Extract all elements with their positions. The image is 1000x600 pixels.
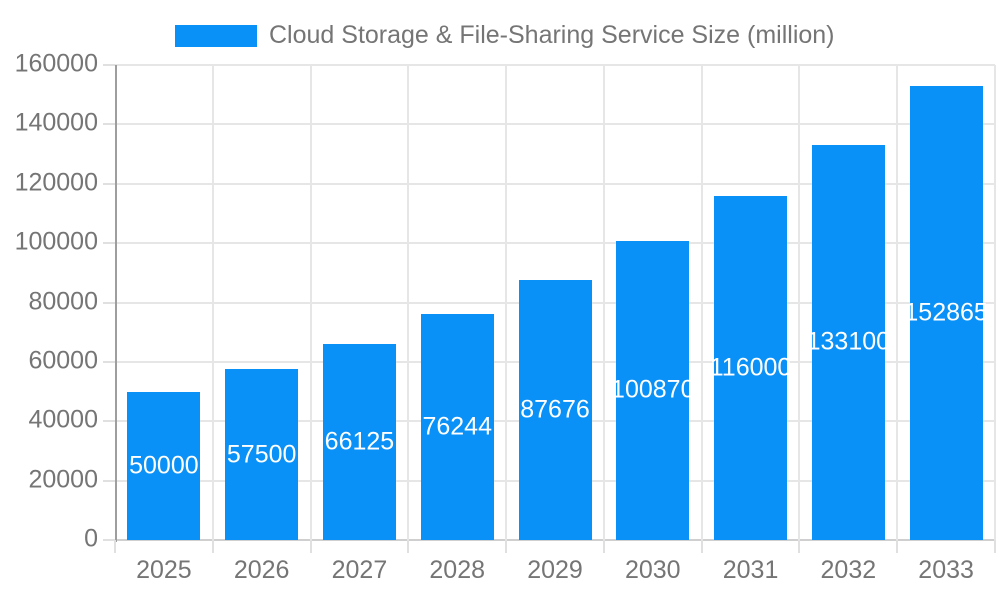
gridline-x	[798, 65, 801, 540]
y-axis-label: 80000	[28, 286, 98, 315]
y-tick	[103, 301, 115, 304]
x-axis-label: 2029	[527, 556, 583, 584]
y-axis-label: 100000	[14, 227, 98, 256]
y-axis-line	[115, 65, 117, 542]
bar-value-label: 66125	[324, 427, 395, 456]
bar-value-label: 50000	[129, 451, 199, 480]
plot-area: 50000 57500 66125 76244 87676 100870 116000 133…	[115, 64, 996, 541]
bar-2028	[420, 313, 494, 540]
x-tick	[505, 540, 508, 553]
gridline-y-120000	[115, 182, 995, 185]
bar-value-label: 100870	[611, 375, 695, 404]
gridline-y-140000	[115, 123, 995, 126]
bar-2025	[127, 391, 201, 540]
y-axis-label: 0	[84, 524, 98, 553]
x-tick	[407, 540, 410, 553]
x-tick	[211, 540, 214, 553]
gridline-x	[407, 65, 410, 540]
bar-value-label: 57500	[226, 440, 297, 469]
bar-2027	[322, 343, 396, 540]
bar-2033	[909, 86, 983, 540]
gridline-y-0	[115, 539, 995, 541]
y-tick	[103, 64, 115, 66]
gridline-x	[211, 65, 214, 540]
gridline-x	[505, 65, 508, 540]
x-axis-label: 2025	[136, 556, 192, 584]
x-tick	[700, 540, 703, 553]
x-axis-label: 2030	[624, 556, 681, 584]
gridline-x	[700, 65, 703, 540]
x-tick	[994, 540, 996, 553]
y-tick	[103, 123, 115, 126]
chart-legend: Cloud Storage & File-Sharing Service Siz…	[175, 21, 835, 50]
gridline-x	[602, 65, 605, 540]
bar-value-label: 76244	[422, 412, 492, 441]
x-axis-label: 2031	[722, 556, 779, 584]
x-axis-label: 2033	[918, 556, 974, 584]
y-tick	[103, 420, 115, 423]
y-axis-label: 160000	[14, 49, 98, 78]
gridline-y-160000	[115, 64, 995, 66]
gridline-y-100000	[115, 242, 995, 245]
bar-2031	[714, 195, 788, 540]
y-axis-label: 140000	[14, 108, 98, 137]
bar-value-label: 116000	[709, 353, 792, 382]
gridline-x	[309, 65, 312, 540]
y-tick	[103, 539, 115, 541]
y-tick	[103, 360, 115, 363]
gridline-x	[896, 65, 899, 540]
bar-value-label: 133100	[806, 327, 891, 356]
x-tick	[798, 540, 801, 553]
bar-value-label: 87676	[520, 395, 590, 424]
y-axis-label: 40000	[28, 405, 98, 434]
y-tick	[103, 479, 115, 482]
bar-2029	[518, 279, 592, 540]
x-axis-label: 2027	[331, 556, 388, 584]
gridline-x	[994, 65, 996, 540]
bar-2030	[616, 240, 690, 540]
bar-2032	[811, 144, 885, 540]
y-tick	[103, 242, 115, 245]
x-tick	[602, 540, 605, 553]
x-axis-label: 2032	[820, 556, 877, 584]
x-axis-label: 2028	[429, 556, 486, 584]
y-axis-label: 20000	[28, 464, 98, 493]
y-tick	[103, 182, 115, 185]
x-tick	[114, 540, 116, 553]
x-tick	[896, 540, 899, 553]
x-tick	[309, 540, 312, 553]
y-axis-label: 120000	[14, 168, 98, 197]
bar-value-label: 152865	[904, 298, 988, 327]
x-axis-label: 2026	[233, 556, 290, 584]
y-axis-label: 60000	[28, 346, 98, 375]
chart-title: Cloud Storage & File-Sharing Service Siz…	[269, 21, 835, 49]
legend-swatch	[175, 24, 257, 47]
bar-2026	[225, 369, 299, 540]
